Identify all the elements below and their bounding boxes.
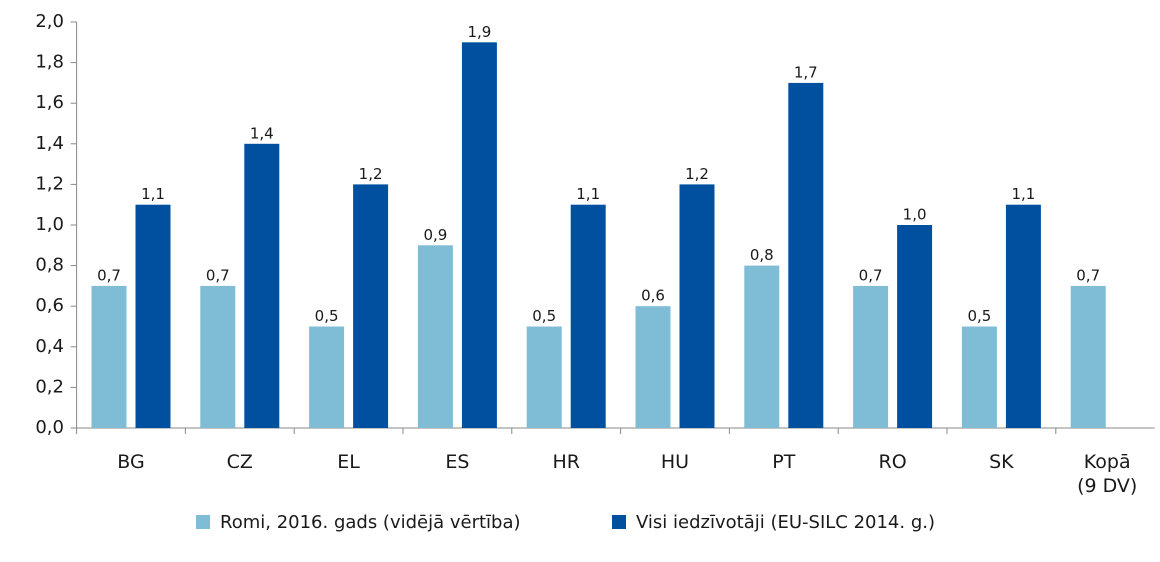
- bar: [853, 285, 889, 428]
- value-label: 0,7: [97, 266, 121, 284]
- legend-swatch: [196, 515, 210, 529]
- y-tick-label: 1,0: [35, 214, 64, 235]
- x-tick-label: CZ: [226, 451, 253, 473]
- x-tick-label: BG: [117, 451, 145, 473]
- bar: [635, 306, 671, 428]
- bar: [679, 184, 715, 428]
- value-label: 1,7: [794, 63, 818, 81]
- bar: [526, 326, 562, 428]
- x-tick-label: EL: [337, 451, 360, 473]
- bar: [417, 245, 453, 428]
- bar: [135, 204, 171, 428]
- value-label: 1,2: [359, 165, 383, 183]
- x-tick-label: Kopā (9 DV): [1077, 451, 1138, 497]
- y-tick-label: 1,6: [35, 92, 64, 113]
- bar: [309, 326, 345, 428]
- value-label: 1,2: [685, 165, 709, 183]
- bar: [961, 326, 997, 428]
- y-tick-label: 2,0: [35, 11, 64, 32]
- x-tick-label: HU: [660, 451, 690, 473]
- value-label: 0,5: [532, 307, 556, 325]
- value-label: 0,8: [750, 246, 774, 264]
- bar: [570, 204, 606, 428]
- y-tick-label: 1,4: [35, 133, 64, 154]
- value-label: 1,1: [576, 185, 600, 203]
- bar: [788, 82, 824, 429]
- value-label: 1,9: [467, 23, 491, 41]
- y-tick-label: 0,2: [35, 376, 64, 397]
- value-label: 0,7: [206, 266, 230, 284]
- value-label: 1,4: [250, 124, 274, 142]
- y-tick-label: 1,8: [35, 52, 64, 73]
- value-label: 1,1: [1011, 185, 1035, 203]
- value-label: 1,0: [903, 206, 927, 224]
- bar: [461, 42, 497, 429]
- x-tick-label: PT: [772, 451, 796, 473]
- x-tick-label: SK: [989, 451, 1014, 473]
- x-tick-label: HR: [552, 451, 580, 473]
- bar: [91, 285, 127, 428]
- value-label: 0,5: [315, 307, 339, 325]
- y-tick-label: 0,8: [35, 255, 64, 276]
- value-label: 0,5: [967, 307, 991, 325]
- bar: [1005, 204, 1041, 428]
- y-tick-label: 0,0: [35, 417, 64, 438]
- legend-label: Romi, 2016. gads (vidējā vērtība): [220, 512, 521, 533]
- value-label: 0,6: [641, 287, 665, 305]
- legend-swatch: [612, 515, 626, 529]
- value-label: 1,1: [141, 185, 165, 203]
- legend-label: Visi iedzīvotāji (EU-SILC 2014. g.): [636, 512, 935, 533]
- x-tick-label: RO: [878, 451, 907, 473]
- x-tick-label: ES: [445, 451, 470, 473]
- value-label: 0,7: [859, 266, 883, 284]
- value-label: 0,7: [1076, 266, 1100, 284]
- value-label: 0,9: [423, 226, 447, 244]
- bar: [353, 184, 389, 428]
- y-tick-label: 0,4: [35, 336, 64, 357]
- y-tick-label: 1,2: [35, 173, 64, 194]
- bar: [897, 225, 933, 428]
- bar: [1070, 285, 1106, 428]
- bar: [200, 285, 236, 428]
- bar: [744, 265, 780, 428]
- bar: [244, 143, 280, 429]
- y-tick-label: 0,6: [35, 295, 64, 316]
